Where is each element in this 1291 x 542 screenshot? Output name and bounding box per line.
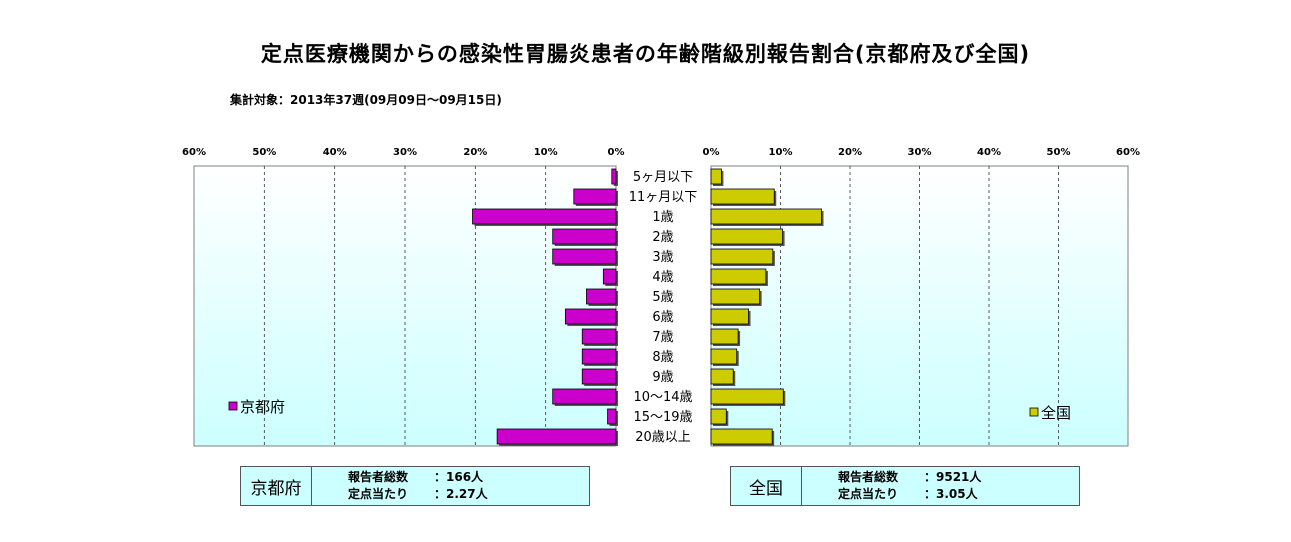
kyoto-legend-swatch (228, 401, 238, 411)
national-bar (710, 168, 722, 185)
national-bar (710, 248, 774, 265)
kyoto-legend-label: 京都府 (240, 398, 285, 416)
kyoto-tick-label: 40% (323, 147, 347, 158)
national-tick-label: 60% (1116, 147, 1140, 158)
category-label: 20歳以上 (635, 430, 691, 445)
national-bar (710, 428, 773, 445)
kyoto-bar (581, 348, 617, 365)
national-bar (710, 308, 749, 325)
national-tick-label: 50% (1047, 147, 1071, 158)
kyoto-per-site-label: 定点当たり (348, 487, 409, 501)
category-label: 4歳 (652, 270, 673, 285)
national-bar (710, 388, 784, 405)
kyoto-tick-label: 30% (393, 147, 417, 158)
kyoto-per-site-value: ：2.27人 (434, 487, 488, 501)
kyoto-summary-stats: 報告者総数 ：166人 定点当たり ：2.27人 (312, 467, 589, 505)
national-bar (710, 328, 739, 345)
kyoto-bar (607, 408, 617, 425)
category-label: 7歳 (652, 330, 673, 345)
legends: 京都府 全国 (228, 398, 1071, 422)
national-legend-label: 全国 (1041, 404, 1071, 422)
kyoto-bar (581, 368, 617, 385)
kyoto-tick-label: 60% (182, 147, 206, 158)
national-bar (710, 368, 734, 385)
kyoto-tick-label: 20% (463, 147, 487, 158)
national-summary-box: 全国 報告者総数 ：9521人 定点当たり ：3.05人 (730, 466, 1080, 506)
national-bar (710, 408, 727, 425)
category-label: 2歳 (652, 230, 673, 245)
kyoto-bar (573, 188, 617, 205)
category-label: 1歳 (652, 210, 673, 225)
national-per-site-label: 定点当たり (838, 487, 899, 501)
category-label: 3歳 (652, 250, 673, 265)
national-bar (710, 208, 822, 225)
kyoto-bar (552, 388, 617, 405)
national-tick-label: 40% (977, 147, 1001, 158)
kyoto-plot-area: 60% 50% 40% 30% 20% 10% 0% (182, 147, 625, 447)
kyoto-bar (602, 268, 617, 285)
kyoto-reporters-label: 報告者総数 (348, 470, 409, 484)
chart-subtitle: 集計対象：2013年37週(09月09日～09月15日) (230, 93, 502, 107)
national-per-site-value: ：3.05人 (924, 487, 978, 501)
kyoto-bar (552, 248, 617, 265)
national-bar (710, 348, 738, 365)
national-tick-label: 10% (769, 147, 793, 158)
category-label: 15～19歳 (633, 410, 692, 425)
national-tick-label: 20% (838, 147, 862, 158)
kyoto-bar (564, 308, 617, 325)
kyoto-tick-label: 10% (534, 147, 558, 158)
kyoto-tick-label: 50% (252, 147, 276, 158)
national-legend-swatch (1029, 407, 1039, 417)
kyoto-summary-name: 京都府 (241, 467, 312, 505)
kyoto-bar (472, 208, 617, 225)
national-reporters-label: 報告者総数 (838, 470, 899, 484)
kyoto-summary-box: 京都府 報告者総数 ：166人 定点当たり ：2.27人 (240, 466, 590, 506)
category-label: 5歳 (652, 290, 673, 305)
national-tick-label: 30% (908, 147, 932, 158)
category-label: 8歳 (652, 350, 673, 365)
national-bar (710, 188, 775, 205)
kyoto-tick-label: 0% (608, 147, 625, 158)
category-labels: 5ヶ月以下 11ヶ月以下 1歳 2歳 3歳 4歳 5歳 6歳 7歳 8歳 9歳 10～14歳 15～19… (629, 170, 698, 445)
national-bar (710, 228, 783, 245)
national-bar (710, 268, 767, 285)
national-summary-name: 全国 (731, 467, 802, 505)
national-summary-stats: 報告者総数 ：9521人 定点当たり ：3.05人 (802, 467, 1079, 505)
kyoto-bar (586, 288, 617, 305)
national-plot-area: 0% 10% 20% 30% 40% 50% 60% (703, 147, 1140, 447)
national-reporters-value: ：9521人 (924, 470, 982, 484)
kyoto-bar (552, 228, 617, 245)
kyoto-reporters-value: ：166人 (434, 470, 484, 484)
kyoto-bar (611, 168, 617, 185)
category-label: 6歳 (652, 310, 673, 325)
category-label: 9歳 (652, 370, 673, 385)
chart-title: 定点医療機関からの感染性胃腸炎患者の年齢階級別報告割合(京都府及び全国) (260, 42, 1031, 66)
category-label: 5ヶ月以下 (633, 170, 693, 185)
kyoto-bar (496, 428, 617, 445)
national-bar (710, 288, 761, 305)
category-label: 11ヶ月以下 (629, 190, 698, 205)
kyoto-bar (581, 328, 617, 345)
category-label: 10～14歳 (633, 390, 692, 405)
national-tick-label: 0% (703, 147, 720, 158)
